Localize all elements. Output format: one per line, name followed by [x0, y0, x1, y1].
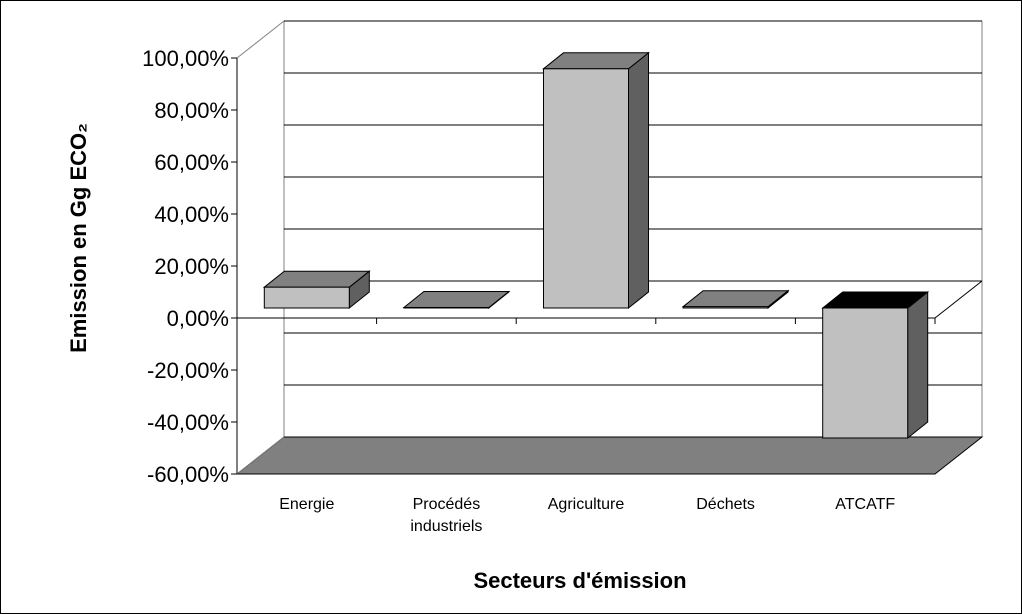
- x-tick-label: ATCATF: [835, 496, 896, 513]
- bar-side: [628, 51, 649, 310]
- bar: [821, 290, 930, 440]
- bar-front: [682, 306, 769, 309]
- y-tick-label: 80,00%: [154, 98, 229, 123]
- x-tick-label: Procédés industriels: [410, 496, 483, 535]
- bar: [681, 289, 790, 310]
- bar: [542, 51, 650, 310]
- y-tick-label: 60,00%: [154, 150, 229, 175]
- bar: [262, 270, 371, 310]
- y-tick-label: 100,00%: [142, 46, 229, 71]
- x-tick-label: Déchets: [696, 496, 755, 513]
- bar-front: [263, 286, 350, 309]
- zero-line-side: [934, 280, 983, 319]
- floor: [235, 436, 984, 475]
- bar: [402, 290, 511, 310]
- y-tick-label: -60,00%: [147, 462, 229, 487]
- bar-front: [822, 307, 909, 439]
- y-tick-label: -20,00%: [147, 358, 229, 383]
- y-tick-label: 20,00%: [154, 254, 229, 279]
- y-tick-label: 0,00%: [167, 306, 229, 331]
- y-tick-label: 40,00%: [154, 202, 229, 227]
- y-axis-title: Emission en Gg ECO₂: [66, 123, 91, 353]
- bar-front: [403, 306, 490, 309]
- x-axis-title: Secteurs d'émission: [473, 568, 686, 593]
- bar-side: [907, 290, 929, 440]
- bar-front: [543, 68, 629, 309]
- x-tick-label: Agriculture: [547, 496, 625, 513]
- y-tick-label: -40,00%: [147, 410, 229, 435]
- x-tick-label: Energie: [279, 496, 335, 513]
